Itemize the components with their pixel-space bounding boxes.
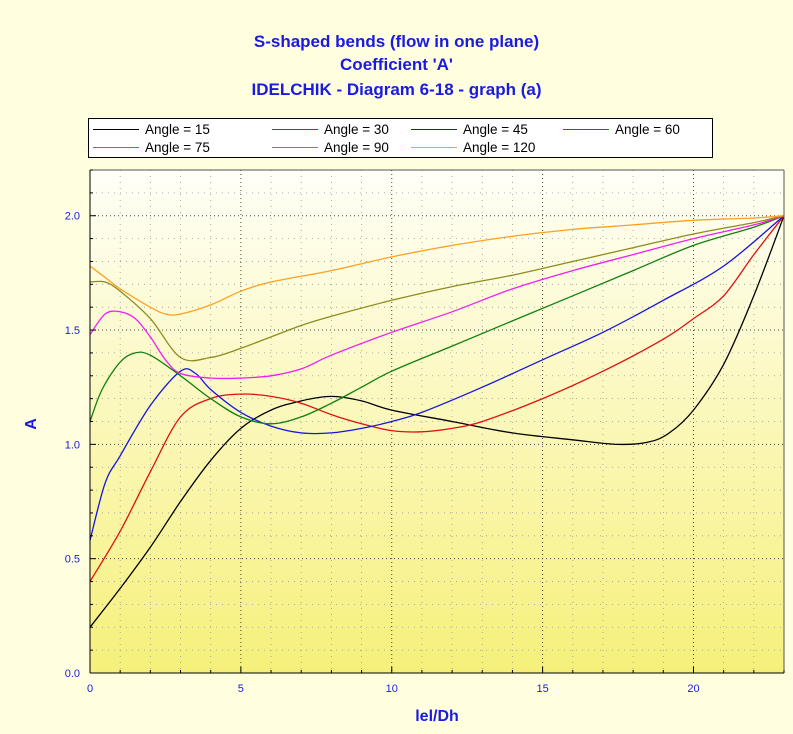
- plot-area: [90, 170, 784, 673]
- legend-swatch: [93, 128, 139, 130]
- x-tick-label: 10: [386, 683, 398, 695]
- chart-title-line-3: IDELCHIK - Diagram 6-18 - graph (a): [251, 80, 542, 99]
- x-tick-label: 15: [536, 683, 548, 695]
- x-tick-label: 20: [687, 683, 699, 695]
- y-tick-label: 0.5: [65, 554, 80, 566]
- x-tick-label: 5: [238, 683, 244, 695]
- x-axis-label: lel/Dh: [415, 708, 459, 725]
- legend-label: Angle = 30: [324, 121, 389, 137]
- legend-item-6: Angle = 120: [411, 138, 535, 156]
- x-tick-label: 0: [87, 683, 93, 695]
- legend-swatch: [93, 146, 139, 148]
- legend-swatch: [411, 128, 457, 130]
- legend-swatch: [272, 128, 318, 130]
- series-line-6: [89, 215, 785, 316]
- legend-label: Angle = 90: [324, 139, 389, 155]
- series-line-3: [89, 215, 785, 425]
- legend-swatch: [563, 128, 609, 130]
- chart-title-line-2: Coefficient 'A': [340, 55, 453, 74]
- y-tick-label: 1.0: [65, 439, 80, 451]
- series-layer: [89, 215, 785, 628]
- legend-item-2: Angle = 45: [411, 120, 528, 138]
- legend-item-4: Angle = 75: [93, 138, 210, 156]
- y-tick-label: 0.0: [65, 668, 80, 680]
- series-line-1: [89, 215, 785, 582]
- series-line-5: [89, 215, 785, 362]
- legend-label: Angle = 75: [145, 139, 210, 155]
- legend: Angle = 15 Angle = 30 Angle = 45 Angle = 60…: [88, 118, 713, 158]
- legend-item-3: Angle = 60: [563, 120, 680, 138]
- legend-item-0: Angle = 15: [93, 120, 210, 138]
- legend-swatch: [272, 146, 318, 148]
- legend-label: Angle = 120: [463, 139, 536, 155]
- legend-label: Angle = 45: [463, 121, 528, 137]
- chart-title-line-1: S-shaped bends (flow in one plane): [253, 32, 540, 51]
- axes: 0.0 0.5 1.0 1.5 2.0 0 5 10 15 20: [65, 169, 785, 695]
- y-axis-label: A: [23, 418, 40, 430]
- series-line-0: [89, 215, 785, 628]
- series-line-4: [89, 215, 785, 380]
- legend-item-1: Angle = 30: [272, 120, 389, 138]
- legend-label: Angle = 60: [615, 121, 680, 137]
- series-line-2: [89, 215, 785, 541]
- y-tick-label: 2.0: [65, 211, 80, 223]
- legend-swatch: [411, 146, 457, 148]
- legend-item-5: Angle = 90: [272, 138, 389, 156]
- legend-label: Angle = 15: [145, 121, 210, 137]
- y-tick-label: 1.5: [65, 325, 80, 337]
